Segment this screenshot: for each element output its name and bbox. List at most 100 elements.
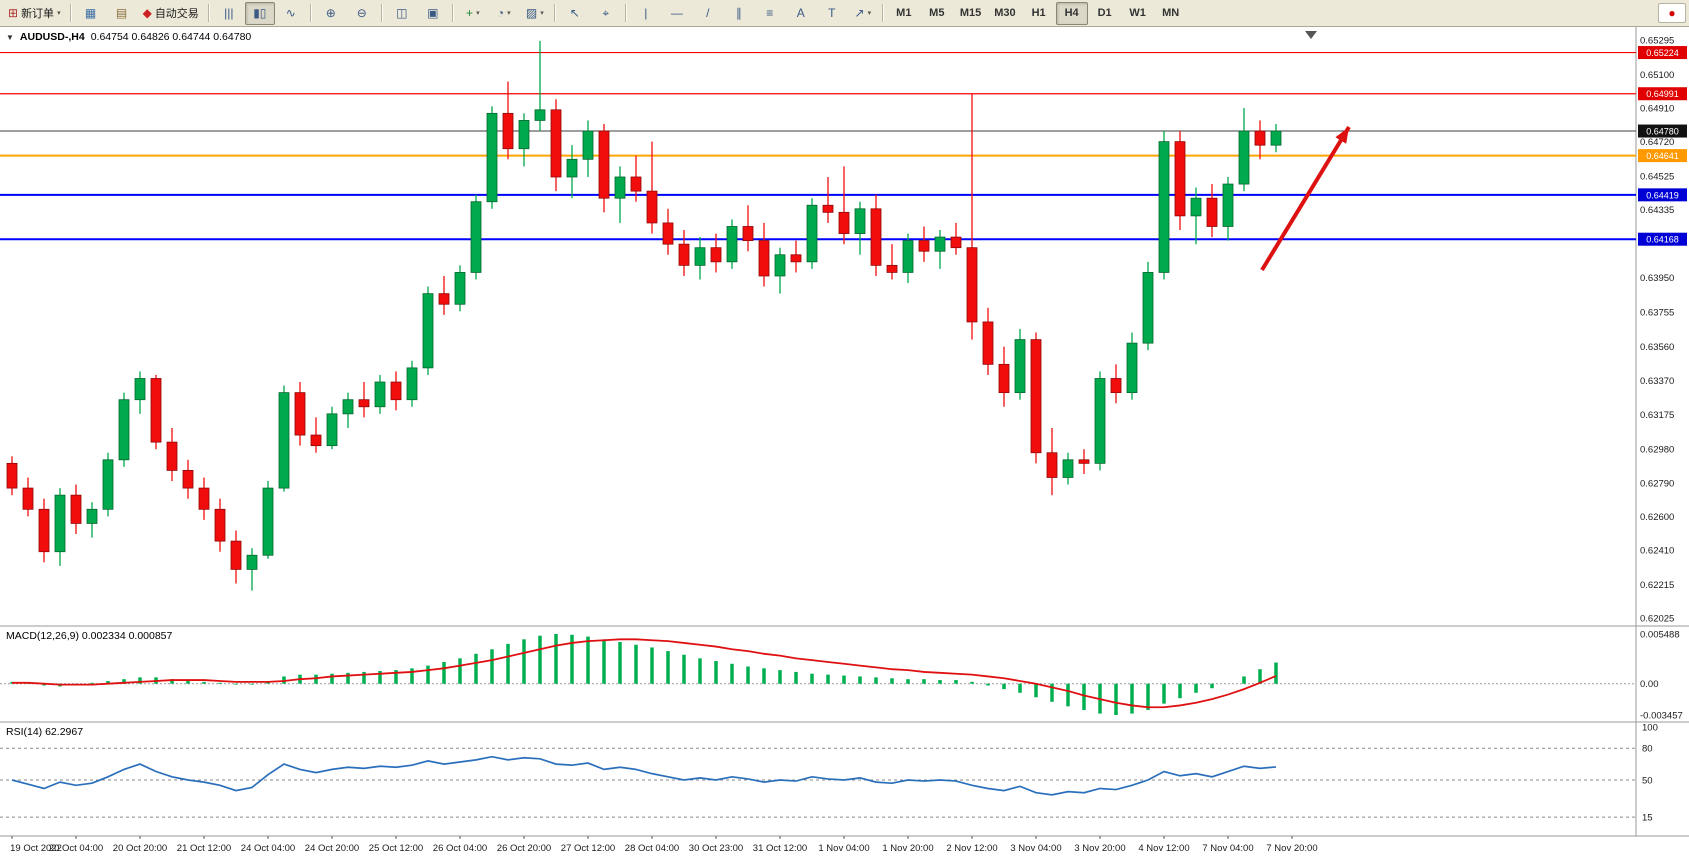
- time-axis-label: 4 Nov 12:00: [1138, 843, 1189, 854]
- timeframe-mn-button[interactable]: MN: [1162, 7, 1180, 19]
- candle: [854, 208, 866, 234]
- text-button[interactable]: A: [786, 2, 816, 25]
- new-order-icon: ⊞: [8, 6, 19, 20]
- candle: [406, 367, 418, 401]
- trend-arrow-annotation[interactable]: [1260, 125, 1351, 272]
- candle: [998, 363, 1010, 394]
- horizontal-line-button[interactable]: —: [662, 2, 692, 25]
- candle: [790, 254, 802, 263]
- templates-button[interactable]: ▨ ▾: [520, 2, 550, 25]
- candle: [710, 247, 722, 263]
- charts-window-button[interactable]: ▦: [76, 2, 106, 25]
- price-chart[interactable]: 0.65295 0.65100 0.64910 0.64720 0.64525 0.643…: [0, 27, 1689, 859]
- candle: [326, 413, 338, 447]
- price-axis-label: 0.63175: [1640, 410, 1674, 421]
- vertical-line-button[interactable]: |: [631, 2, 661, 25]
- price-badge: [1638, 188, 1687, 202]
- trendline-button[interactable]: /: [693, 2, 723, 25]
- candle: [678, 243, 690, 266]
- connection-status-button[interactable]: ●: [1658, 3, 1686, 23]
- candle: [374, 381, 386, 408]
- fibonacci-button[interactable]: ≡: [755, 2, 785, 25]
- candle: [534, 109, 546, 121]
- chart-shift-marker[interactable]: [1305, 31, 1317, 39]
- time-axis-label: 2 Nov 12:00: [946, 843, 997, 854]
- time-axis-label: 1 Nov 20:00: [882, 843, 933, 854]
- fibonacci-icon: ≡: [766, 6, 774, 20]
- indicators-button[interactable]: + ▾: [458, 2, 488, 25]
- time-axis-label: 31 Oct 12:00: [753, 843, 807, 854]
- timeframe-m30-button[interactable]: M30: [994, 7, 1016, 19]
- candle: [902, 240, 914, 273]
- candle: [1238, 130, 1250, 185]
- candlestick-type-button[interactable]: ▮▯: [244, 1, 275, 25]
- timeframe-h4-button[interactable]: H4: [1055, 1, 1088, 25]
- time-axis-label: 26 Oct 20:00: [497, 843, 551, 854]
- candle: [486, 112, 498, 203]
- rsi-axis-label: 80: [1642, 744, 1653, 755]
- candle: [22, 487, 34, 510]
- candle: [1142, 272, 1154, 344]
- timeframe-m15-button[interactable]: M15: [959, 7, 982, 19]
- profiles-button[interactable]: ▤: [107, 2, 137, 25]
- price-axis-label: 0.63370: [1640, 376, 1674, 387]
- text-label-button[interactable]: T: [817, 2, 847, 25]
- candle: [950, 236, 962, 249]
- candle: [646, 190, 658, 224]
- candle: [918, 240, 930, 252]
- candle: [70, 494, 82, 524]
- macd-axis-label: -0.003457: [1640, 711, 1683, 722]
- price-badge-label: 0.64419: [1646, 190, 1679, 200]
- zoom-out-button[interactable]: ⊖: [347, 2, 377, 25]
- candle: [934, 236, 946, 252]
- chart-ohlc-values: 0.64754 0.64826 0.64744 0.64780: [90, 31, 252, 43]
- time-axis-label: 20 Oct 04:00: [49, 843, 103, 854]
- toolbar-separator: [207, 4, 210, 22]
- arrange-windows-icon: ▣: [427, 6, 439, 20]
- dropdown-caret-icon: ▾: [507, 10, 511, 17]
- arrows-button[interactable]: ↗ ▾: [848, 2, 878, 25]
- macd-axis-label: 0.005488: [1640, 630, 1680, 641]
- trend-arrow-head: [1335, 127, 1349, 144]
- macd-signal-line: [12, 638, 1277, 709]
- candle: [502, 112, 514, 150]
- collapse-triangle-icon[interactable]: ▼: [6, 32, 14, 42]
- candle: [1030, 339, 1042, 454]
- candle: [422, 293, 434, 369]
- channel-button[interactable]: ∥: [724, 2, 754, 25]
- candle: [342, 399, 354, 415]
- timeframe-w1-button[interactable]: W1: [1129, 7, 1146, 19]
- rsi-line: [11, 755, 1277, 796]
- candle: [566, 158, 578, 178]
- timeframe-h1-button[interactable]: H1: [1031, 7, 1046, 19]
- timeframe-d1-button[interactable]: D1: [1097, 7, 1112, 19]
- candle: [742, 226, 754, 242]
- toolbar-separator: [451, 4, 454, 22]
- candle: [614, 176, 626, 199]
- dropdown-caret-icon: ▾: [57, 10, 61, 17]
- time-axis-label: 21 Oct 12:00: [177, 843, 231, 854]
- tile-windows-button[interactable]: ◫: [387, 2, 417, 25]
- candle: [694, 247, 706, 266]
- zoom-in-button[interactable]: ⊕: [316, 2, 346, 25]
- autotrading-button[interactable]: ◆ 自动交易: [138, 2, 204, 25]
- arrows-icon: ↗: [854, 6, 865, 20]
- arrange-windows-button[interactable]: ▣: [418, 2, 448, 25]
- clock-icon: ◔: [496, 6, 505, 20]
- new-order-button[interactable]: ⊞ 新订单 ▾: [3, 2, 66, 25]
- candle: [1062, 459, 1074, 478]
- cursor-button[interactable]: ↖: [560, 2, 590, 25]
- timeframe-m1-button[interactable]: M1: [896, 7, 912, 19]
- bar-chart-type-button[interactable]: |||: [214, 2, 244, 25]
- candle: [982, 321, 994, 365]
- timeframe-m5-button[interactable]: M5: [929, 7, 945, 19]
- line-chart-type-button[interactable]: ∿: [276, 2, 306, 25]
- candle: [886, 264, 898, 273]
- crosshair-button[interactable]: ⌖: [591, 2, 621, 25]
- periods-button[interactable]: ◔ ▾: [489, 2, 519, 25]
- candle: [38, 508, 50, 553]
- price-badge: [1638, 46, 1687, 60]
- toolbar-separator: [380, 4, 383, 22]
- candle: [1222, 183, 1234, 227]
- candle: [662, 222, 674, 245]
